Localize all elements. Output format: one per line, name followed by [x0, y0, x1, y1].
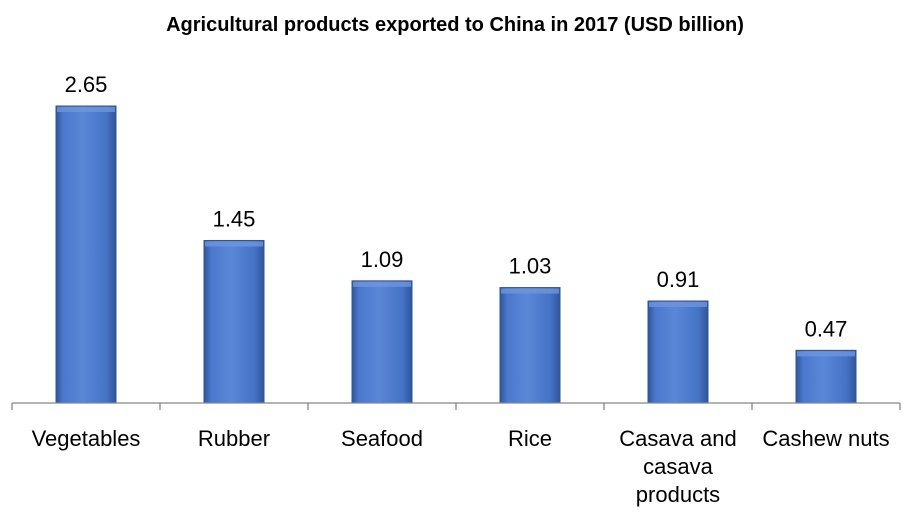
bar-bevel	[501, 288, 559, 294]
bar-rice	[499, 287, 561, 404]
category-label: Vegetables	[32, 426, 141, 451]
data-label: 1.09	[361, 247, 404, 272]
category-label: Rice	[508, 426, 552, 451]
category-label: Casava and casava products	[619, 426, 736, 507]
bar-bevel	[57, 107, 115, 112]
bar-cashew-nuts	[795, 349, 857, 404]
bar-rubber	[203, 239, 265, 404]
data-label: 1.45	[213, 206, 256, 231]
bar-bevel	[797, 351, 855, 357]
bar-vegetables	[55, 105, 117, 404]
bar-casava-and-casava-products	[647, 300, 709, 404]
category-label: Cashew nuts	[762, 426, 889, 451]
data-label: 2.65	[65, 72, 108, 97]
data-label: 0.91	[657, 267, 700, 292]
bar-bevel	[649, 302, 707, 308]
category-label: Rubber	[198, 426, 270, 451]
category-label: Seafood	[341, 426, 423, 451]
bar-bevel	[205, 241, 263, 247]
bar-seafood	[351, 280, 413, 404]
chart-title: Agricultural products exported to China …	[166, 14, 744, 36]
data-label: 1.03	[509, 254, 552, 279]
bar-bevel	[353, 281, 411, 287]
data-label: 0.47	[805, 316, 848, 341]
